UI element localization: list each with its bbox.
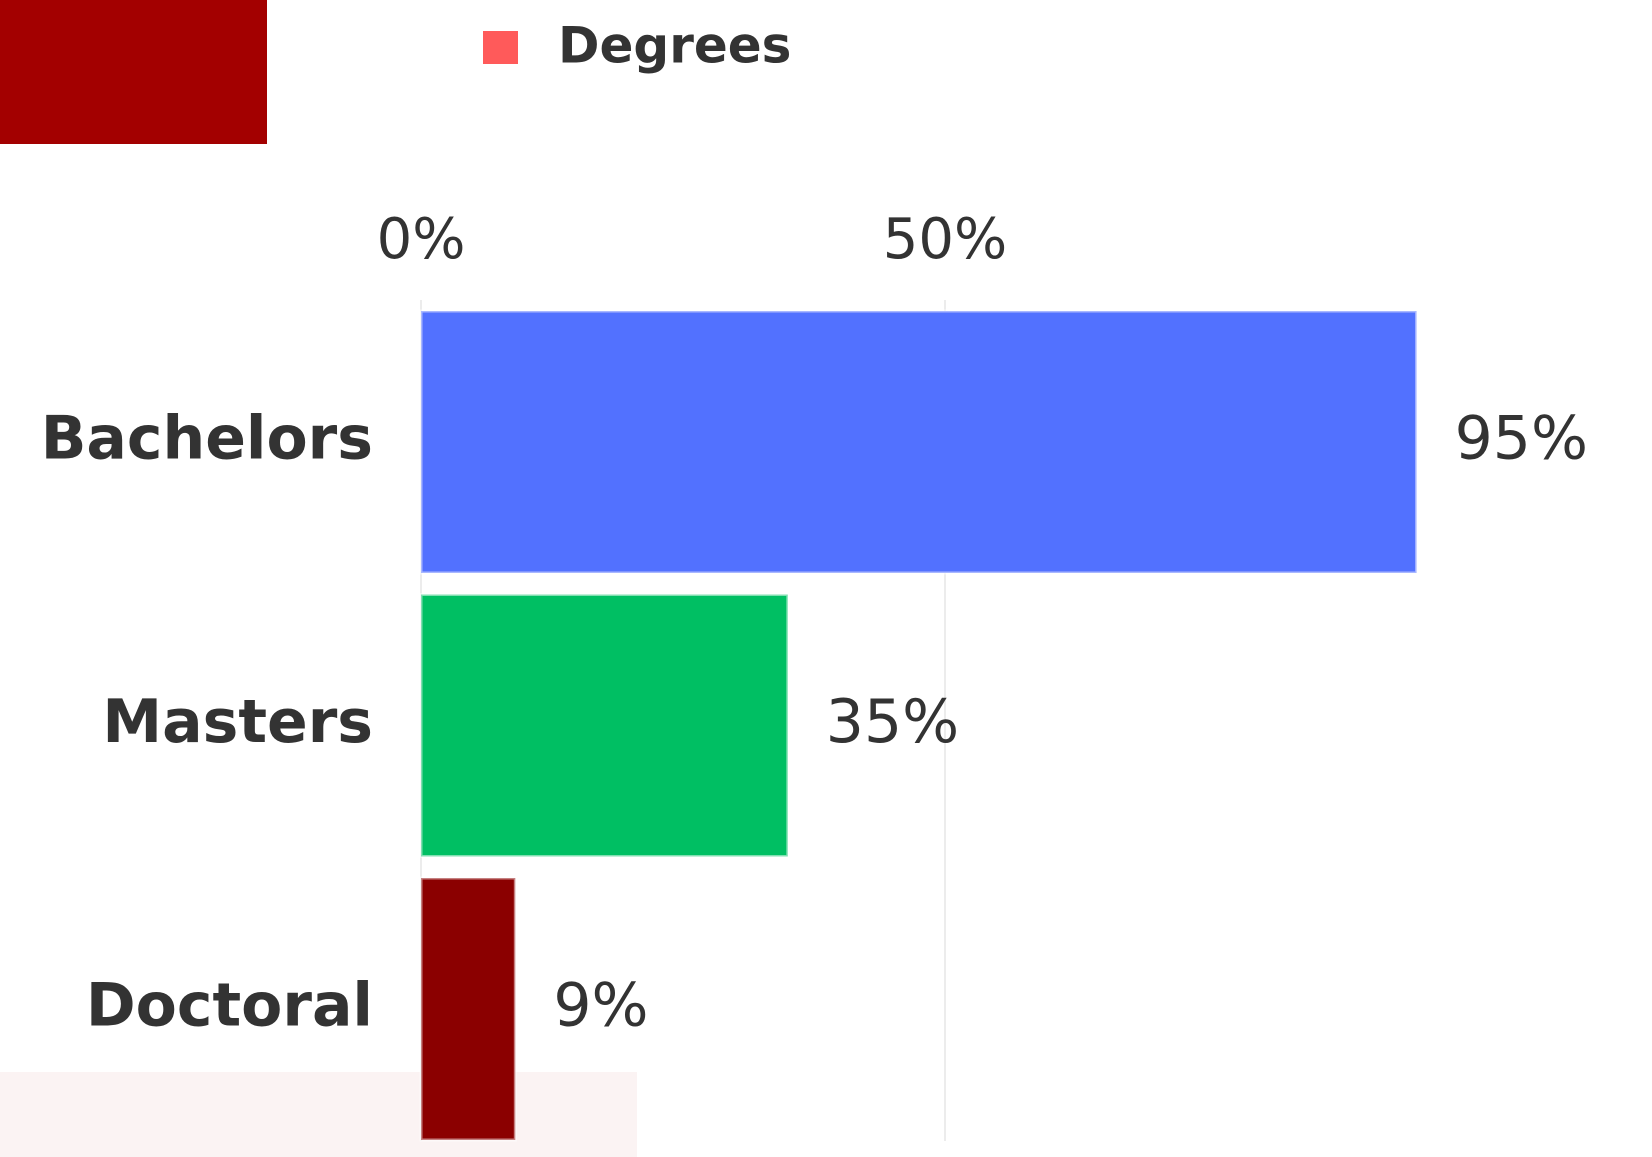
watermark-band xyxy=(0,1072,637,1157)
legend-label: Degrees xyxy=(558,17,791,75)
bar xyxy=(419,876,517,1142)
x-tick-label: 50% xyxy=(883,207,1007,272)
category-label: Bachelors xyxy=(41,404,373,474)
x-tick-label: 0% xyxy=(377,207,466,272)
value-label: 95% xyxy=(1455,404,1588,474)
legend-swatch xyxy=(483,31,518,64)
header-block xyxy=(0,0,267,144)
category-label: Masters xyxy=(102,687,373,757)
bar xyxy=(419,309,1419,575)
bar xyxy=(419,593,790,858)
value-label: 35% xyxy=(826,687,959,757)
category-label: Doctoral xyxy=(86,971,373,1041)
value-label: 9% xyxy=(553,971,648,1041)
